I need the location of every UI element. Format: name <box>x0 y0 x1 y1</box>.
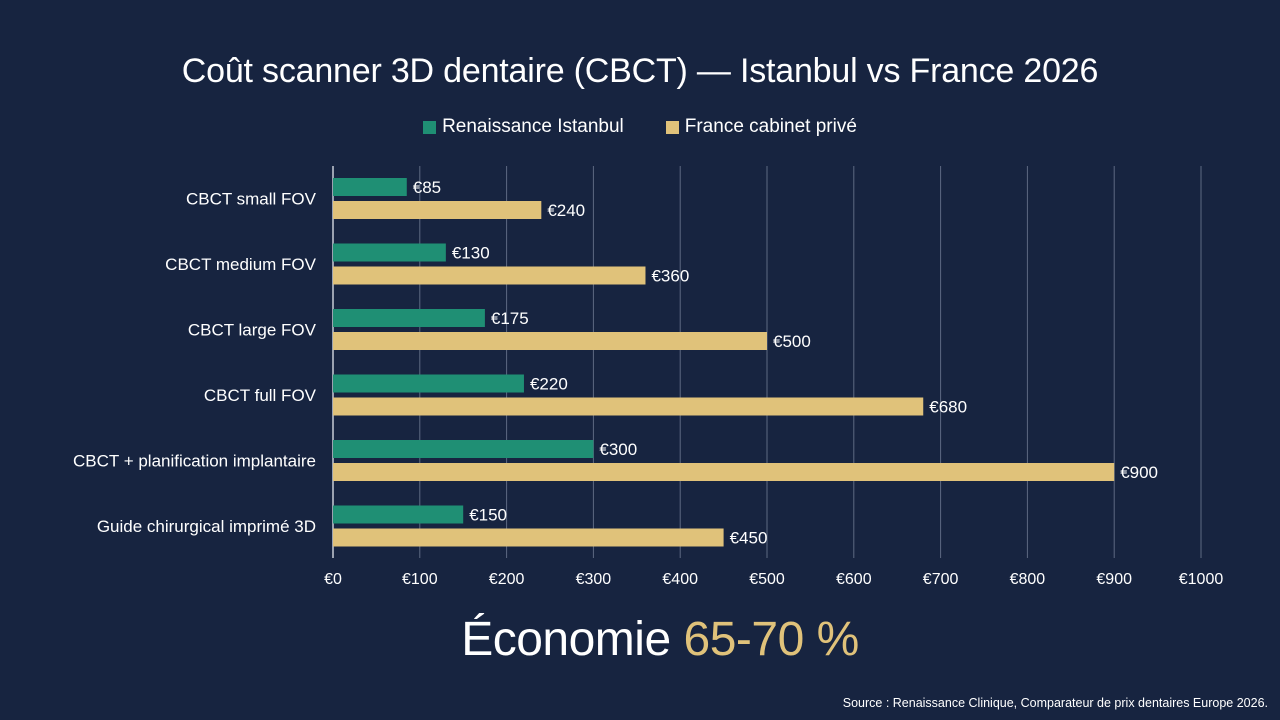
savings-banner: Économie 65-70 % <box>0 612 1280 667</box>
bar-istanbul <box>333 505 464 524</box>
x-tick-label: €200 <box>489 571 525 588</box>
x-tick-label: €400 <box>662 571 698 588</box>
category-label: CBCT + planification implantaire <box>73 452 316 471</box>
x-tick-label: €600 <box>836 571 872 588</box>
x-tick-label: €1000 <box>1179 571 1224 588</box>
legend-item-istanbul: Renaissance Istanbul <box>423 116 624 138</box>
x-tick-label: €300 <box>576 571 612 588</box>
legend-swatch-istanbul <box>423 120 437 134</box>
data-label: €360 <box>651 267 689 286</box>
category-label: Guide chirurgical imprimé 3D <box>97 517 316 536</box>
bar-france <box>333 332 767 350</box>
savings-value: 65-70 % <box>683 613 860 666</box>
data-label: €85 <box>413 178 441 197</box>
legend-item-france: France cabinet privé <box>665 116 857 138</box>
data-label: €130 <box>452 244 490 263</box>
data-label: €500 <box>773 332 811 351</box>
bar-istanbul <box>333 178 407 196</box>
category-label: CBCT large FOV <box>188 321 317 340</box>
bar-istanbul <box>333 243 446 262</box>
data-label: €450 <box>730 529 768 548</box>
data-label: €240 <box>547 201 585 220</box>
data-label: €175 <box>491 309 529 328</box>
chart-title: Coût scanner 3D dentaire (CBCT) — Istanb… <box>181 52 1099 90</box>
bar-france <box>333 397 924 416</box>
data-label: €220 <box>530 375 568 394</box>
x-tick-label: €900 <box>1096 571 1132 588</box>
x-tick-label: €700 <box>923 571 959 588</box>
x-tick-label: €0 <box>324 571 342 588</box>
data-label: €900 <box>1120 463 1158 482</box>
bar-france <box>333 266 646 285</box>
legend-label-france: France cabinet privé <box>684 116 857 137</box>
category-label: CBCT medium FOV <box>165 255 316 274</box>
chart-legend: Renaissance Istanbul France cabinet priv… <box>0 116 1280 138</box>
legend-swatch-france <box>665 120 679 134</box>
data-label: €680 <box>929 398 967 417</box>
data-label: €150 <box>469 506 507 525</box>
category-label: CBCT small FOV <box>186 190 317 209</box>
bar-istanbul <box>333 309 485 327</box>
source-note: Source : Renaissance Clinique, Comparate… <box>842 696 1268 710</box>
data-label: €300 <box>599 440 637 459</box>
bar-istanbul <box>333 440 594 458</box>
bar-france <box>333 528 724 547</box>
legend-label-istanbul: Renaissance Istanbul <box>442 116 624 137</box>
savings-prefix: Économie <box>461 613 671 666</box>
x-tick-label: €800 <box>1010 571 1046 588</box>
bar-france <box>333 463 1115 481</box>
bar-france <box>333 201 542 219</box>
x-tick-label: €100 <box>402 571 438 588</box>
category-label: CBCT full FOV <box>204 386 317 405</box>
bar-istanbul <box>333 374 524 393</box>
bar-chart: €0 €100 €200 €300 €400 €500 €600 €700 €800 €900 €1… <box>73 166 1224 588</box>
x-tick-label: €500 <box>749 571 785 588</box>
